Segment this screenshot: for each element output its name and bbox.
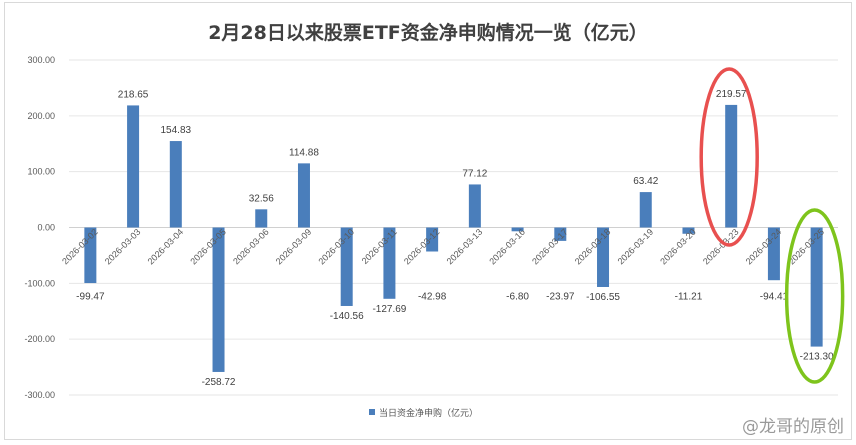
data-label: -6.80 — [506, 292, 529, 303]
data-label: -258.72 — [202, 377, 236, 388]
bar — [597, 227, 610, 287]
bar — [212, 227, 225, 372]
x-tick-label: 2026-03-13 — [445, 227, 485, 267]
bar — [767, 227, 780, 281]
bar — [383, 227, 396, 299]
bar — [255, 209, 268, 228]
x-tick-label: 2026-03-16 — [487, 227, 527, 267]
bar — [682, 227, 695, 234]
data-label: -106.55 — [586, 292, 620, 303]
data-label: 219.57 — [716, 89, 747, 100]
y-tick-label: 300.00 — [27, 55, 55, 65]
data-label: -94.41 — [760, 292, 789, 303]
data-label: -23.97 — [546, 292, 575, 303]
data-label: 32.56 — [249, 193, 274, 204]
y-tick-label: -200.00 — [24, 334, 55, 344]
data-label: 218.65 — [118, 89, 149, 100]
bar — [84, 227, 97, 284]
data-label: -140.56 — [330, 311, 364, 322]
x-tick-label: 2026-03-19 — [616, 227, 656, 267]
chart-title: 2月28日以来股票ETF资金净申购情况一览（亿元） — [208, 22, 648, 44]
bar — [127, 105, 140, 228]
x-tick-label: 2026-03-20 — [658, 227, 698, 267]
bar — [511, 227, 524, 232]
chart-frame — [4, 2, 852, 440]
legend-swatch — [369, 409, 375, 415]
data-label: -127.69 — [372, 304, 406, 315]
x-tick-label: 2026-03-09 — [274, 227, 314, 267]
x-tick-label: 2026-03-03 — [103, 227, 143, 267]
data-label: 63.42 — [633, 176, 658, 187]
highlight-ellipse — [699, 67, 759, 247]
y-tick-label: -100.00 — [24, 278, 55, 288]
y-tick-label: 0.00 — [37, 223, 55, 233]
bar — [169, 141, 182, 228]
data-label: -11.21 — [675, 292, 703, 303]
x-tick-label: 2026-03-23 — [701, 227, 741, 267]
bar — [426, 227, 439, 252]
bar — [297, 163, 310, 228]
data-label: 154.83 — [161, 125, 192, 136]
data-label: -99.47 — [76, 292, 105, 303]
data-label: -42.98 — [418, 292, 447, 303]
data-label: 77.12 — [462, 168, 487, 179]
highlight-ellipse — [784, 208, 845, 384]
bar — [725, 104, 738, 228]
y-tick-label: -300.00 — [24, 390, 55, 400]
bar — [554, 227, 567, 241]
x-tick-label: 2026-03-17 — [530, 227, 570, 267]
watermark: @龙哥的原创 — [742, 417, 844, 437]
bar — [810, 227, 823, 347]
legend-label: 当日资金净申购（亿元） — [379, 407, 478, 418]
y-tick-label: 100.00 — [27, 167, 55, 177]
y-tick-label: 200.00 — [27, 111, 55, 121]
bar — [468, 184, 481, 228]
bar — [639, 192, 652, 228]
data-label: -213.30 — [800, 352, 834, 363]
x-tick-label: 2026-03-04 — [146, 227, 186, 267]
x-tick-label: 2026-03-06 — [231, 227, 271, 267]
bar — [340, 227, 353, 306]
data-label: 114.88 — [289, 147, 319, 158]
